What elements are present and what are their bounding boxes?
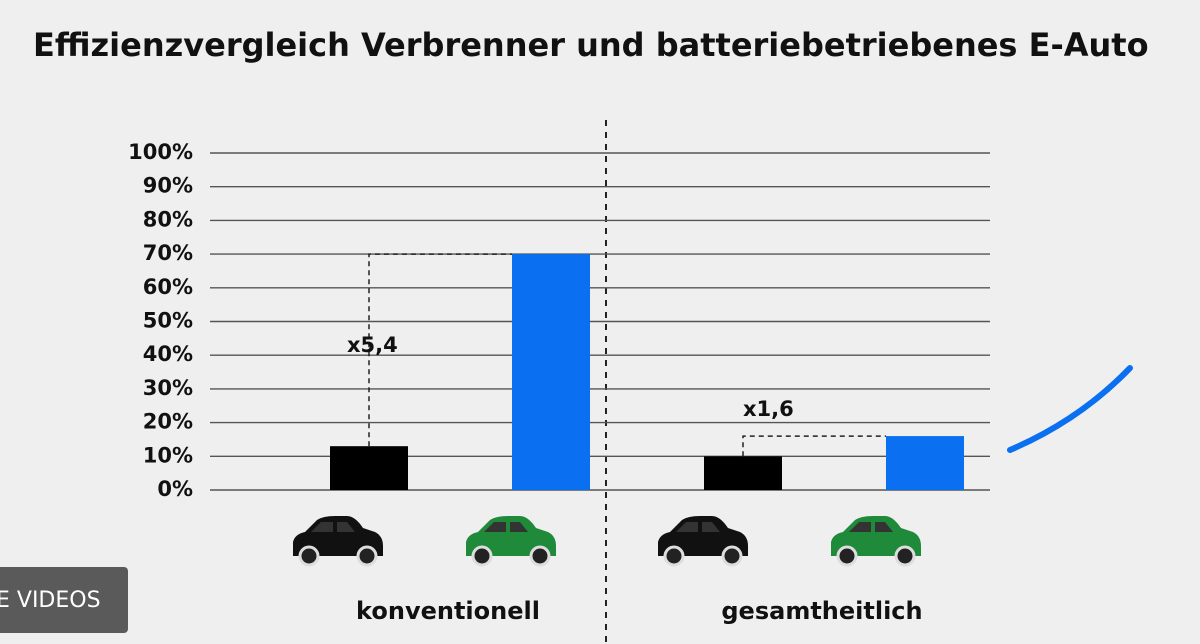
videos-button[interactable] bbox=[0, 567, 128, 633]
y-tick-label: 40% bbox=[143, 342, 193, 366]
annotation: x1,6 bbox=[743, 397, 794, 421]
x-tick-label: konventionell bbox=[356, 597, 540, 625]
y-tick-label: 50% bbox=[143, 309, 193, 333]
y-tick-label: 90% bbox=[143, 174, 193, 198]
bar bbox=[704, 456, 782, 490]
comparison-line bbox=[368, 253, 512, 447]
comparison-line bbox=[742, 435, 886, 457]
y-tick-label: 0% bbox=[157, 477, 193, 501]
y-tick-label: 60% bbox=[143, 275, 193, 299]
y-tick-label: 70% bbox=[143, 241, 193, 265]
y-tick-label: 10% bbox=[143, 443, 193, 467]
annotation: x5,4 bbox=[347, 333, 398, 357]
x-tick-label: gesamtheitlich bbox=[721, 597, 922, 625]
y-tick-label: 80% bbox=[143, 207, 193, 231]
y-tick-label: 100% bbox=[128, 140, 193, 164]
chart-title: Effizienzvergleich Verbrenner und batter… bbox=[33, 26, 1149, 64]
videos-button-label[interactable]: E VIDEOS bbox=[0, 588, 101, 613]
y-tick-label: 30% bbox=[143, 376, 193, 400]
decoration bbox=[1007, 365, 1133, 453]
bar bbox=[330, 446, 408, 490]
bar bbox=[886, 436, 964, 490]
bar bbox=[512, 254, 590, 490]
y-tick-label: 20% bbox=[143, 410, 193, 434]
